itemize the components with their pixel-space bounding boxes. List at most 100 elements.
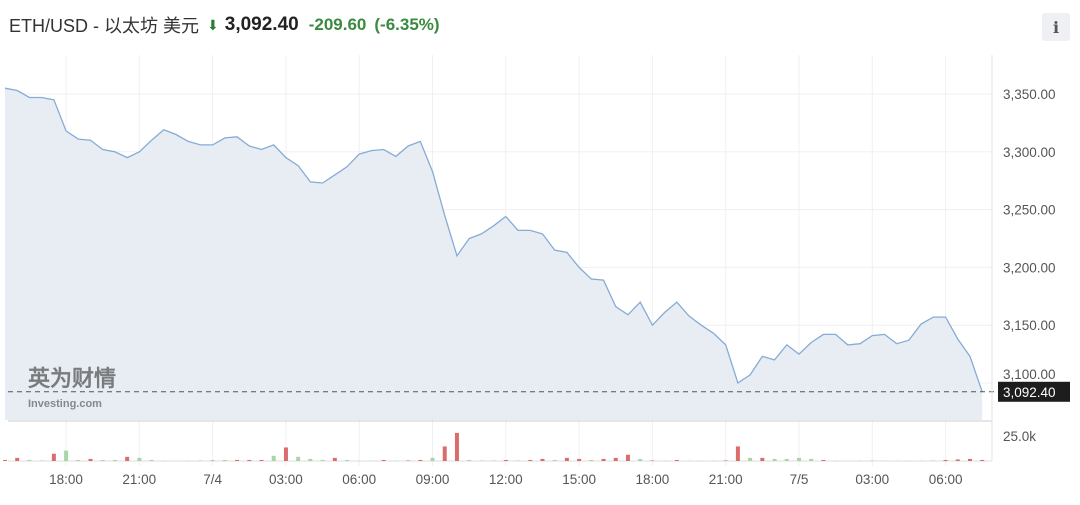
last-price-marker <box>998 381 1070 402</box>
volume-bar <box>552 459 557 461</box>
watermark-cn: 英为财情 <box>28 366 116 391</box>
x-tick-label: 06:00 <box>929 472 963 487</box>
volume-bar <box>381 459 386 461</box>
volume-bar <box>418 459 423 461</box>
volume-bar <box>3 459 7 461</box>
volume-bar <box>88 458 93 461</box>
y-tick-label: 3,250.00 <box>1003 203 1056 218</box>
volume-bar <box>748 457 753 461</box>
volume-bar <box>613 457 618 461</box>
volume-bar <box>112 459 117 461</box>
volume-bar <box>625 454 630 461</box>
info-button[interactable]: i <box>1042 13 1070 41</box>
volume-bar <box>247 459 252 461</box>
x-tick-label: 03:00 <box>269 472 303 487</box>
volume-bar <box>271 455 276 461</box>
last-price-label: 3,092.40 <box>1003 385 1056 400</box>
volume-bar <box>149 459 154 461</box>
watermark-logo: 英为财情 Investing.com <box>28 366 116 410</box>
volume-bar <box>503 459 508 461</box>
volume-bar <box>784 458 789 461</box>
volume-bar <box>235 459 240 461</box>
volume-bar <box>931 460 936 461</box>
y-tick-label: 3,350.00 <box>1003 87 1056 102</box>
volume-bar <box>796 457 801 461</box>
volume-bar <box>809 458 814 461</box>
volume-bar <box>283 447 288 461</box>
volume-bar <box>577 458 582 461</box>
x-tick-label: 03:00 <box>855 472 889 487</box>
volume-bar <box>943 459 948 461</box>
y-axis: 3,350.00 3,300.00 3,250.00 3,200.00 3,150.00… <box>1003 87 1056 382</box>
volume-bar <box>296 456 301 461</box>
last-price: 3,092.40 <box>224 14 299 35</box>
volume-bar <box>516 460 521 461</box>
y-tick-label: 3,300.00 <box>1003 145 1056 160</box>
volume-bar <box>259 459 264 461</box>
volume-bar <box>332 457 337 461</box>
volume-bar <box>51 453 56 461</box>
instrument-title: ETH/USD - 以太坊 美元 <box>9 16 200 36</box>
volume-bar <box>638 458 643 461</box>
volume-bar <box>760 457 765 461</box>
volume-bars <box>3 432 985 461</box>
x-tick-label: 09:00 <box>416 472 450 487</box>
price-area-fill <box>5 88 983 420</box>
volume-bar <box>467 459 472 461</box>
volume-bar <box>589 459 594 461</box>
x-tick-label: 18:00 <box>49 472 83 487</box>
arrow-down-icon: ⬇ <box>207 16 219 33</box>
price-change: -209.60 <box>308 15 367 34</box>
volume-bar <box>137 457 142 461</box>
volume-bar <box>674 459 679 461</box>
volume-bar <box>320 459 325 461</box>
instrument-header: ETH/USD - 以太坊 美元 ⬇ 3,092.40 -209.60 (-6.… <box>9 12 448 38</box>
volume-bar <box>125 456 130 461</box>
volume-bar <box>528 459 533 461</box>
volume-bar <box>442 446 447 461</box>
volume-bar <box>15 457 20 461</box>
volume-bar <box>723 460 728 461</box>
volume-bar <box>198 460 203 461</box>
x-tick-label: 06:00 <box>342 472 376 487</box>
watermark-en: Investing.com <box>28 398 102 410</box>
x-tick-label: 21:00 <box>122 472 156 487</box>
volume-bar <box>967 458 972 461</box>
volume-bar <box>308 458 313 461</box>
y-tick-label: 3,150.00 <box>1003 318 1056 333</box>
volume-bar <box>100 459 105 461</box>
volume-bar <box>650 460 655 461</box>
x-tick-label: 21:00 <box>709 472 743 487</box>
volume-bar <box>870 460 875 461</box>
price-change-percent: (-6.35%) <box>374 15 440 34</box>
volume-bar <box>454 432 459 461</box>
volume-bar <box>601 458 606 461</box>
volume-bar <box>735 446 740 461</box>
volume-bar <box>222 459 227 461</box>
x-tick-label: 12:00 <box>489 472 523 487</box>
y-tick-label: 3,100.00 <box>1003 367 1056 382</box>
volume-bar <box>980 459 985 461</box>
volume-bar <box>210 460 215 461</box>
volume-bar <box>955 459 960 461</box>
volume-bar <box>491 460 496 461</box>
volume-bar <box>540 458 545 461</box>
y-tick-label: 3,200.00 <box>1003 260 1056 275</box>
volume-bar <box>39 460 44 461</box>
volume-bar <box>27 459 32 461</box>
x-tick-label: 7/4 <box>203 472 222 487</box>
volume-bar <box>76 459 81 461</box>
volume-bar <box>564 457 569 461</box>
x-tick-label: 7/5 <box>790 472 809 487</box>
x-tick-label: 15:00 <box>562 472 596 487</box>
volume-bar <box>345 459 350 461</box>
volume-bar <box>406 460 411 461</box>
volume-tick-label: 25.0k <box>1003 429 1036 444</box>
x-tick-label: 18:00 <box>636 472 670 487</box>
volume-bar <box>479 460 484 461</box>
volume-bar <box>64 450 69 461</box>
volume-bar <box>430 457 435 461</box>
price-line <box>4 87 983 393</box>
volume-bar <box>821 459 826 461</box>
